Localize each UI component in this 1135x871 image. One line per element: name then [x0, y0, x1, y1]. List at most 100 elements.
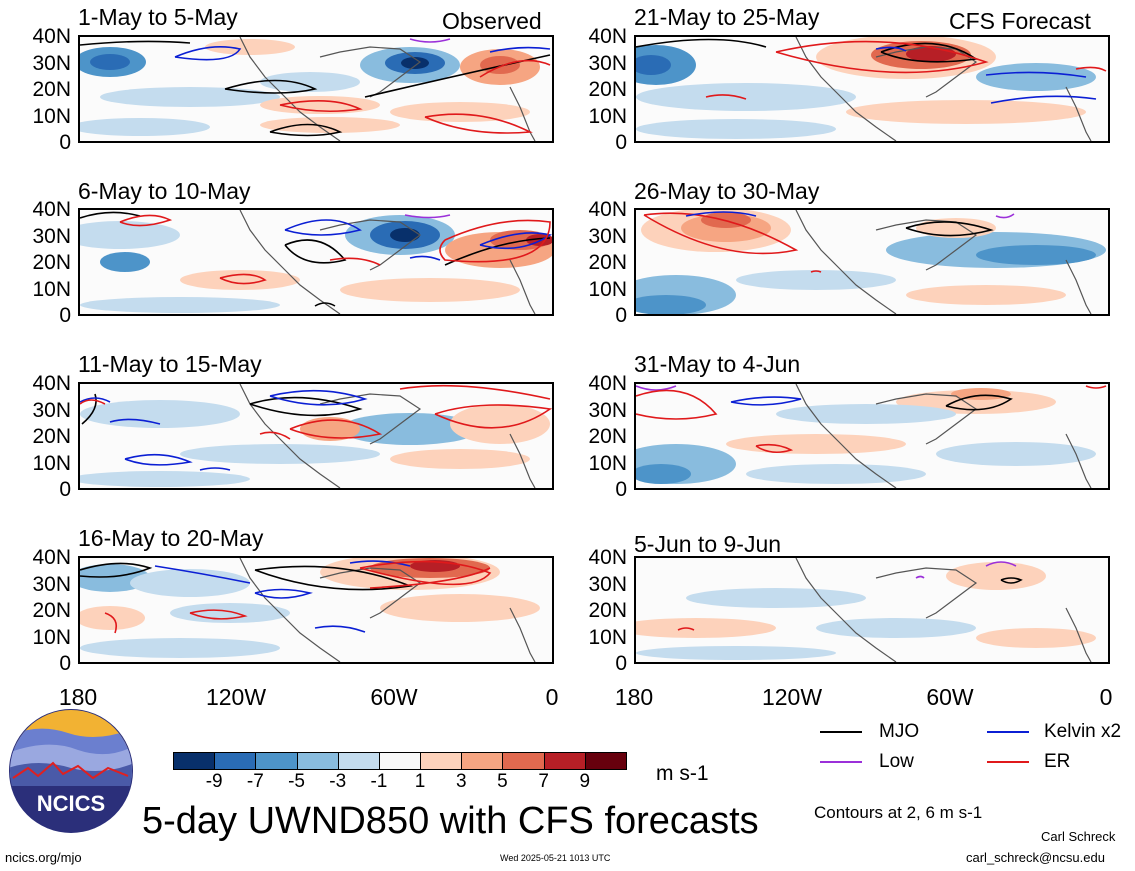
cfs-forecast-label: CFS Forecast: [949, 8, 1091, 34]
panel-title-6: 31-May to 4-Jun: [634, 351, 801, 377]
colorbar-tick: -9: [205, 771, 223, 792]
lat-label: 30N: [588, 572, 627, 596]
lat-label: 0: [615, 131, 627, 154]
lat-label: 30N: [32, 51, 71, 75]
colorbar: [173, 752, 627, 770]
lat-label: 20N: [32, 251, 71, 274]
panel-title-7: 16-May to 20-May: [78, 525, 264, 551]
lat-label: 40N: [588, 546, 627, 569]
map-panel-1: [78, 35, 554, 143]
lon-label-right-0: 0: [1099, 684, 1113, 710]
lat-label: 20N: [32, 599, 71, 622]
lat-label: 30N: [32, 398, 71, 422]
lon-label-right-120w: 120W: [761, 684, 823, 710]
legend-kelvin-swatch: [987, 731, 1029, 733]
lat-label: 0: [59, 131, 71, 154]
footer-email[interactable]: carl_schreck@ncsu.edu: [966, 850, 1105, 865]
lon-label-left-60w: 60W: [370, 684, 418, 710]
lon-label-left-120w: 120W: [205, 684, 267, 710]
lat-label: 0: [59, 304, 71, 327]
lat-label: 10N: [588, 104, 627, 128]
lat-label: 0: [615, 304, 627, 327]
map-panel-6: [634, 382, 1110, 490]
lat-label: 20N: [32, 78, 71, 101]
map-panel-8: [634, 556, 1110, 664]
colorbar-cell: [502, 752, 545, 770]
colorbar-cell: [461, 752, 504, 770]
colorbar-cell: [296, 752, 339, 770]
colorbar-cell: [420, 752, 463, 770]
lat-label: 0: [615, 478, 627, 501]
colorbar-unit: m s-1: [656, 762, 709, 785]
colorbar-tick: -5: [288, 771, 305, 792]
lat-label: 40N: [32, 546, 71, 569]
contours-note: Contours at 2, 6 m s-1: [814, 803, 983, 822]
colorbar-cell: [214, 752, 257, 770]
lat-label: 30N: [32, 572, 71, 596]
legend-mjo-swatch: [820, 731, 862, 733]
colorbar-tick: -7: [246, 771, 264, 792]
lat-label: 40N: [32, 198, 71, 221]
lat-label: 40N: [588, 198, 627, 221]
lon-label-right-180: 180: [614, 684, 654, 710]
panel-title-4: 26-May to 30-May: [634, 178, 820, 204]
colorbar-tick: 3: [455, 771, 467, 792]
colorbar-tick: 1: [414, 771, 426, 792]
lat-label: 40N: [588, 25, 627, 48]
panel-title-2: 21-May to 25-May: [634, 4, 820, 30]
map-panel-4: [634, 208, 1110, 316]
colorbar-tick: 9: [579, 771, 591, 792]
lat-label: 0: [59, 478, 71, 501]
lat-label: 40N: [32, 372, 71, 395]
lat-label: 30N: [588, 51, 627, 75]
map-panel-5: [78, 382, 554, 490]
lat-label: 10N: [32, 625, 71, 649]
lat-label: 30N: [588, 224, 627, 248]
footer-author: Carl Schreck: [1041, 829, 1116, 844]
legend-kelvin-label: Kelvin x2: [1044, 721, 1122, 742]
legend-mjo-label: MJO: [879, 721, 920, 742]
footer-timestamp: Wed 2025-05-21 1013 UTC: [500, 853, 611, 863]
legend-low-label: Low: [879, 751, 914, 772]
colorbar-cell: [584, 752, 627, 770]
panel-title-1: 1-May to 5-May: [78, 4, 238, 30]
lat-label: 20N: [588, 599, 627, 622]
colorbar-tick: -1: [370, 771, 388, 792]
lat-label: 10N: [32, 277, 71, 301]
lat-label: 10N: [588, 625, 627, 649]
colorbar-cell: [337, 752, 380, 770]
lat-label: 20N: [588, 425, 627, 448]
lat-label: 20N: [588, 251, 627, 274]
footer-url[interactable]: ncics.org/mjo: [5, 850, 82, 865]
lon-label-right-60w: 60W: [926, 684, 974, 710]
colorbar-tick: 5: [497, 771, 508, 792]
ncics-logo: NCICS: [8, 708, 134, 834]
panel-title-3: 6-May to 10-May: [78, 178, 251, 204]
colorbar-cell: [378, 752, 422, 770]
observed-label: Observed: [442, 8, 542, 34]
lat-label: 20N: [588, 78, 627, 101]
colorbar-tick: -3: [329, 771, 347, 792]
map-panel-7: [78, 556, 554, 664]
lat-label: 40N: [588, 372, 627, 395]
lat-label: 0: [615, 652, 627, 675]
colorbar-tick: 7: [538, 771, 549, 792]
colorbar-cell: [173, 752, 216, 770]
lat-label: 30N: [588, 398, 627, 422]
colorbar-cell: [255, 752, 298, 770]
map-panel-3: [78, 208, 554, 316]
lon-label-left-180: 180: [58, 684, 98, 710]
lat-label: 10N: [588, 451, 627, 475]
panel-title-5: 11-May to 15-May: [78, 351, 262, 377]
panel-title-8: 5-Jun to 9-Jun: [634, 531, 782, 557]
lat-label: 20N: [32, 425, 71, 448]
lat-label: 10N: [588, 277, 627, 301]
lon-label-left-0: 0: [545, 684, 559, 710]
lat-label: 10N: [32, 451, 71, 475]
logo-text: NCICS: [37, 791, 105, 816]
legend-er-label: ER: [1044, 751, 1071, 772]
map-panel-2: [634, 35, 1110, 143]
lat-label: 30N: [32, 224, 71, 248]
lat-label: 10N: [32, 104, 71, 128]
lat-label: 40N: [32, 25, 71, 48]
